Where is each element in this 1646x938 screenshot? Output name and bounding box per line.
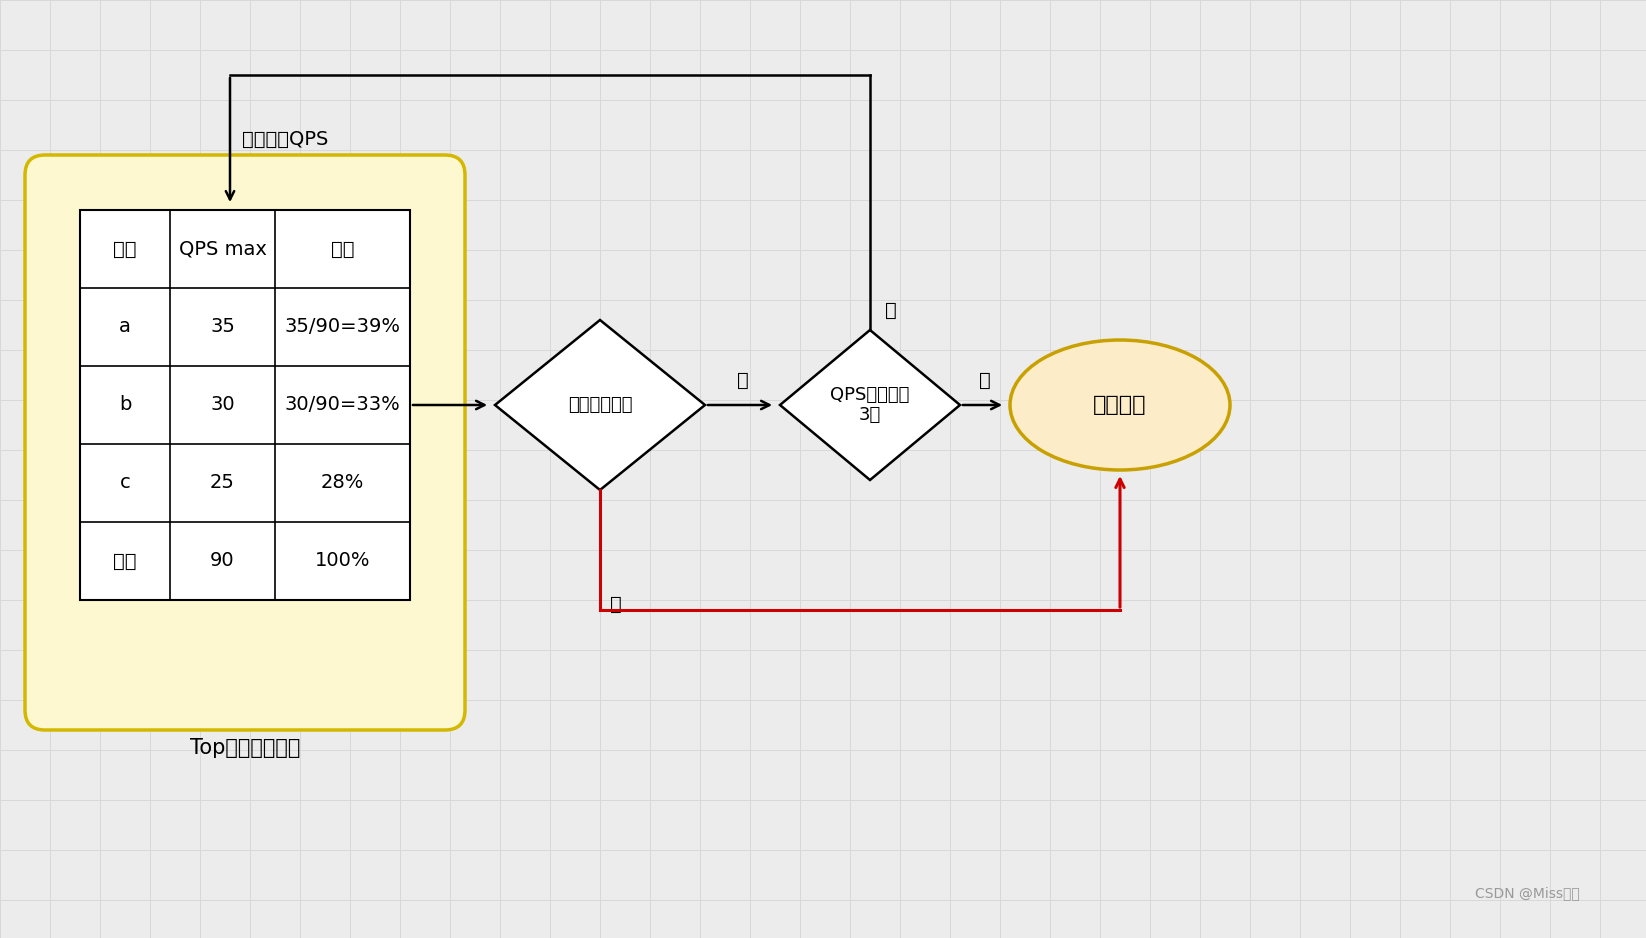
Text: 否: 否 — [886, 301, 897, 320]
Text: 是: 是 — [611, 595, 622, 614]
Text: QPS max: QPS max — [178, 239, 267, 259]
Text: 100%: 100% — [314, 552, 370, 570]
Text: 90: 90 — [211, 552, 235, 570]
Text: CSDN @Miss豌豆: CSDN @Miss豌豆 — [1475, 886, 1580, 900]
Text: 停止施压: 停止施压 — [1093, 395, 1147, 415]
Polygon shape — [780, 330, 960, 480]
Text: 30/90=33%: 30/90=33% — [285, 396, 400, 415]
Text: 占比: 占比 — [331, 239, 354, 259]
Text: 指标是否异常: 指标是否异常 — [568, 396, 632, 414]
Text: 35: 35 — [211, 317, 235, 337]
Text: 接口: 接口 — [114, 239, 137, 259]
Text: 否: 否 — [737, 371, 749, 390]
Text: Top流量接口占比: Top流量接口占比 — [189, 738, 300, 758]
Text: 25: 25 — [211, 474, 235, 492]
Text: 28%: 28% — [321, 474, 364, 492]
Ellipse shape — [1011, 340, 1230, 470]
Text: 是: 是 — [979, 371, 991, 390]
Bar — [81, 210, 410, 600]
Polygon shape — [495, 320, 704, 490]
Text: b: b — [119, 396, 132, 415]
FancyBboxPatch shape — [25, 155, 466, 730]
Text: QPS是否达到
3倍: QPS是否达到 3倍 — [830, 386, 910, 424]
Text: 总计: 总计 — [114, 552, 137, 570]
Text: c: c — [120, 474, 130, 492]
Text: 逐步提高QPS: 逐步提高QPS — [242, 130, 328, 149]
Text: a: a — [119, 317, 132, 337]
Text: 30: 30 — [211, 396, 235, 415]
Text: 35/90=39%: 35/90=39% — [285, 317, 400, 337]
